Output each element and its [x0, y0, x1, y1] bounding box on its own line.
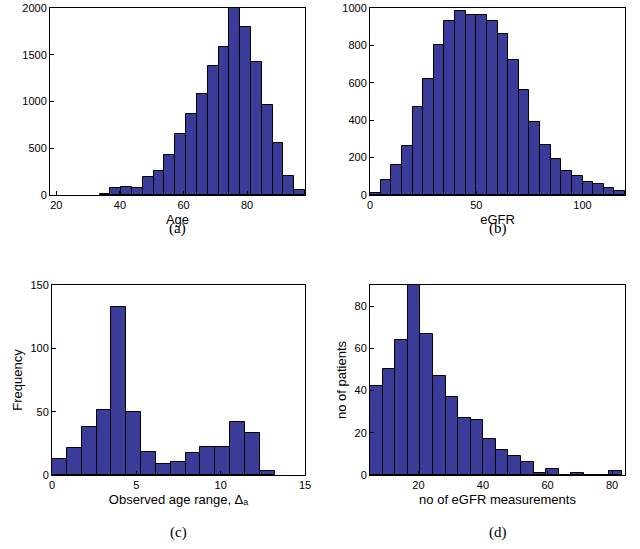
svg-text:20: 20 [412, 479, 424, 491]
svg-text:100: 100 [30, 342, 48, 354]
svg-text:0: 0 [361, 189, 367, 201]
svg-text:500: 500 [28, 142, 46, 154]
svg-text:40: 40 [355, 384, 367, 396]
svg-text:80: 80 [355, 300, 367, 312]
svg-text:150: 150 [30, 279, 48, 291]
svg-text:0: 0 [41, 189, 47, 201]
svg-text:50: 50 [470, 199, 482, 211]
svg-text:10: 10 [215, 479, 227, 491]
svg-text:0: 0 [361, 469, 367, 481]
svg-text:0: 0 [367, 199, 373, 211]
svg-text:no of patients: no of patients [334, 340, 349, 419]
svg-text:1000: 1000 [22, 95, 46, 107]
svg-text:100: 100 [573, 199, 591, 211]
svg-text:80: 80 [241, 199, 253, 211]
svg-text:0: 0 [43, 469, 49, 481]
svg-text:(b): (b) [489, 220, 507, 237]
svg-text:1000: 1000 [342, 2, 366, 14]
svg-text:20: 20 [355, 427, 367, 439]
svg-text:60: 60 [541, 479, 553, 491]
svg-text:15: 15 [299, 479, 311, 491]
svg-text:Frequency: Frequency [10, 349, 25, 411]
svg-text:60: 60 [177, 199, 189, 211]
svg-text:600: 600 [348, 77, 366, 89]
svg-text:Age: Age [166, 212, 189, 227]
svg-text:eGFR: eGFR [480, 212, 515, 227]
svg-text:1500: 1500 [22, 49, 46, 61]
svg-text:40: 40 [114, 199, 126, 211]
svg-text:60: 60 [355, 342, 367, 354]
svg-text:0: 0 [49, 479, 55, 491]
svg-text:Observed age range, Δₐ: Observed age range, Δₐ [109, 492, 248, 507]
svg-text:5: 5 [133, 479, 139, 491]
svg-text:no of eGFR measurements: no of eGFR measurements [419, 492, 576, 507]
svg-text:(c): (c) [170, 524, 187, 541]
svg-text:200: 200 [348, 151, 366, 163]
svg-text:400: 400 [348, 114, 366, 126]
svg-text:50: 50 [37, 406, 49, 418]
svg-text:2000: 2000 [22, 2, 46, 14]
svg-text:20: 20 [50, 199, 62, 211]
svg-text:(a): (a) [169, 220, 186, 237]
svg-text:(d): (d) [489, 524, 507, 541]
svg-text:40: 40 [477, 479, 489, 491]
svg-text:80: 80 [606, 479, 618, 491]
svg-text:800: 800 [348, 39, 366, 51]
